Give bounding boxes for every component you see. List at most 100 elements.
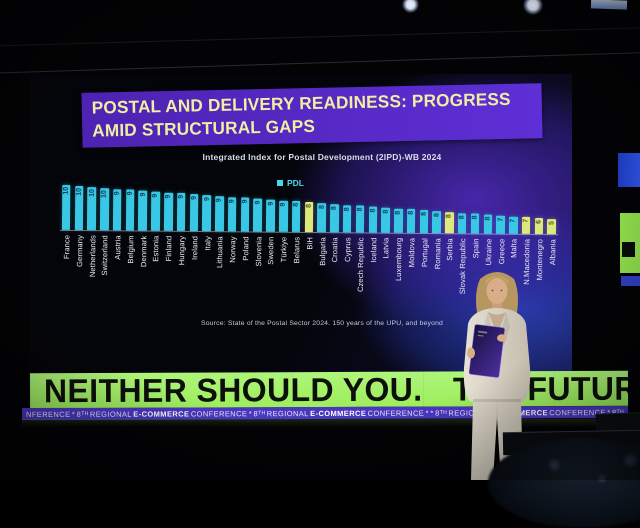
bar-value: 9	[177, 195, 185, 200]
bar-label: Czech Republic	[355, 237, 366, 293]
bar-value: 9	[113, 190, 121, 195]
bar: 8	[291, 201, 301, 232]
bar-slot: 8 Romania	[431, 75, 444, 269]
side-screen-blue-strip	[621, 276, 640, 286]
bar: 8	[432, 211, 442, 234]
bar-slot: 8 Serbia	[443, 75, 456, 261]
bar: 9	[176, 193, 186, 231]
bar-slot: 10 France	[60, 74, 73, 259]
ticker-segment: *	[425, 408, 429, 418]
bar-value: 7	[522, 219, 530, 224]
bar-value: 9	[279, 202, 287, 207]
bar-slot: 8 Croatia	[328, 74, 341, 262]
bar-label: Poland	[241, 236, 251, 261]
bar: 10	[87, 186, 97, 231]
ticker-segment: *	[430, 408, 434, 418]
bar-slot: 9 Denmark	[137, 74, 150, 267]
bar: 8	[483, 214, 493, 234]
bar-label: France	[62, 234, 72, 260]
bar-slot: 9 Italy	[201, 74, 214, 251]
bar: 8	[368, 206, 378, 233]
bar-value: 8	[433, 213, 441, 218]
bar-label: Belgium	[125, 235, 136, 264]
bar-value: 9	[164, 194, 172, 199]
bar: 8	[330, 203, 339, 233]
bar-label: Switzerland	[100, 235, 110, 276]
bar-slot: 6 Montenegro	[533, 76, 546, 281]
ticker-segment: REGIONAL	[89, 409, 132, 419]
bar-slot: 8 Moldova	[405, 75, 418, 267]
presenter-hand	[497, 334, 507, 342]
bar: 7	[496, 215, 505, 234]
bar: 9	[163, 192, 173, 231]
bar-value: 9	[139, 192, 147, 197]
bar-value: 8	[394, 210, 402, 215]
bar-label: Norway	[228, 236, 238, 263]
bar: 9	[227, 196, 237, 232]
bar-value: 8	[331, 205, 339, 210]
bar: 8	[419, 210, 429, 234]
bar: 7	[509, 216, 518, 234]
truss-line	[0, 51, 640, 74]
bar-value: 9	[190, 196, 198, 201]
presenter-face	[486, 278, 508, 304]
bar-slot: 8 Bulgaria	[316, 74, 329, 266]
bar-label: Portugal	[419, 237, 430, 268]
ticker-segment: CONFERENCE	[190, 408, 248, 418]
bar: 9	[240, 197, 250, 232]
bar-slot: 8 Iceland	[367, 75, 380, 263]
side-screen-dark-square	[622, 242, 635, 257]
bar-slot: 9 Norway	[226, 74, 239, 263]
bar-slot: 7 Malta	[507, 76, 520, 258]
chart-title: Integrated Index for Postal Development …	[202, 152, 442, 162]
bar-slot: 10 Germany	[73, 74, 86, 267]
booth-light	[590, 0, 628, 10]
bar-slot: 9 Ireland	[188, 74, 201, 260]
bar-slot: 8 Cyprus	[341, 74, 354, 262]
bar-value: 8	[305, 204, 313, 209]
bar-slot: 8 Slovak Republic	[456, 75, 469, 294]
bar: 8	[457, 212, 467, 234]
bar: 8	[470, 213, 480, 234]
bar: 9	[202, 194, 212, 232]
bar-value: 8	[484, 216, 492, 221]
bar-value: 8	[343, 206, 351, 211]
bar-value: 8	[407, 211, 415, 216]
bar-label: Belarus	[292, 236, 302, 264]
banner-text-left: NEITHER SHOULD YOU.	[43, 370, 423, 409]
bar-value: 9	[152, 193, 160, 198]
bar: 6	[534, 218, 544, 235]
bar-label: Luxembourg	[394, 237, 404, 282]
presenter-neck	[492, 300, 502, 312]
bar: 10	[74, 186, 84, 231]
bar-value: 8	[382, 209, 390, 214]
bar-slot: 7 Greece	[494, 76, 507, 264]
bar-value: 10	[62, 187, 70, 196]
bar-slot: 9 Estonia	[149, 74, 162, 262]
bar: 9	[112, 188, 122, 231]
bar-slot: 9 Finland	[162, 74, 175, 261]
bar-value: 8	[458, 214, 466, 219]
bar: 9	[215, 195, 224, 232]
bar-value: 5	[548, 221, 556, 226]
bar-label: Hungary	[177, 235, 187, 266]
ticker-segment: *	[71, 409, 76, 419]
bar: 8	[381, 207, 390, 233]
bar-label: Austria	[113, 235, 123, 260]
ticker-segment: CONFERENCE	[367, 408, 425, 418]
bar-value: 9	[267, 201, 275, 206]
bar: 10	[61, 185, 71, 230]
ticker-segment: 8ᵀᴴ	[76, 409, 89, 419]
bar: 9	[278, 200, 288, 232]
ticker-segment: NFERENCE	[25, 409, 71, 419]
side-screen-blue	[618, 153, 640, 187]
bar-slot: 7 N.Macedonia	[520, 76, 533, 285]
bar-label: Italy	[202, 236, 212, 251]
bar-label: Bulgaria	[317, 237, 327, 266]
bar: 9	[253, 198, 263, 232]
bar-value: 6	[535, 220, 543, 225]
bar-slot: 9 Belgium	[124, 74, 137, 264]
bar-label: Slovenia	[253, 236, 264, 267]
bar-slot: 8 Ukraine	[482, 76, 495, 265]
bar-label: Croatia	[330, 237, 340, 263]
